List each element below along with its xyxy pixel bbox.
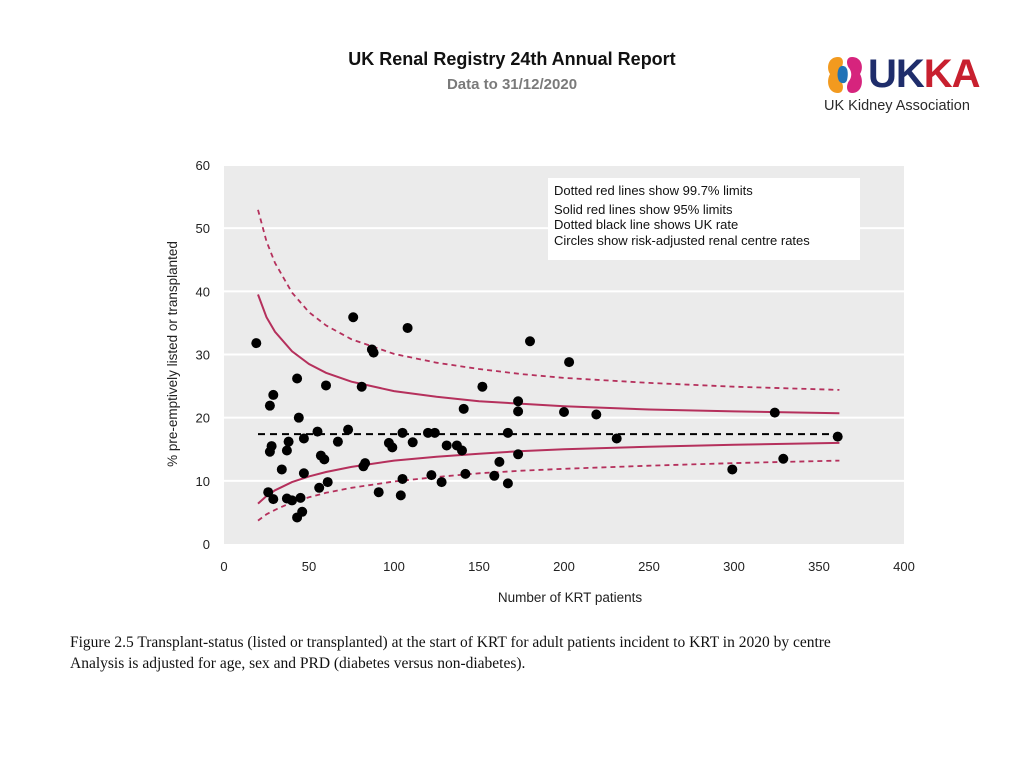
- x-tick-label: 250: [638, 559, 660, 574]
- centre-point: [297, 506, 308, 517]
- y-tick-label: 10: [196, 474, 210, 489]
- x-tick-label: 100: [383, 559, 405, 574]
- y-tick-label: 20: [196, 411, 210, 426]
- centre-point: [611, 433, 622, 444]
- centre-point: [322, 477, 333, 488]
- report-subtitle: Data to 31/12/2020: [446, 76, 578, 93]
- centre-point: [292, 373, 303, 384]
- logo-uk: UK: [868, 52, 925, 96]
- centre-point: [502, 427, 513, 438]
- logo-tagline: UK Kidney Association: [824, 98, 970, 114]
- centre-point: [426, 470, 437, 481]
- legend-entry: Dotted red lines show 99.7% limits: [554, 183, 753, 198]
- figure-caption: Figure 2.5 Transplant-status (listed or …: [70, 632, 970, 674]
- centre-point: [769, 407, 780, 418]
- caption-line: Figure 2.5 Transplant-status (listed or …: [70, 634, 831, 651]
- y-tick-label: 60: [196, 158, 210, 173]
- centre-point: [494, 456, 505, 467]
- centre-point: [314, 482, 325, 493]
- centre-point: [287, 495, 297, 506]
- centre-point: [373, 487, 384, 498]
- lower-997-limit-line: [257, 459, 840, 522]
- upper-95-limit-line: [257, 294, 840, 415]
- y-tick-label: 40: [196, 284, 210, 299]
- centre-point: [298, 433, 309, 444]
- centre-point: [295, 492, 306, 503]
- legend-entry: Circles show risk-adjusted renal centre …: [554, 233, 810, 248]
- centre-point: [343, 424, 354, 435]
- centre-point: [283, 436, 294, 447]
- kidney-logo-icon: [828, 57, 862, 93]
- legend-entry: Solid red lines show 95% limits: [554, 202, 733, 217]
- centre-point: [832, 431, 843, 442]
- x-tick-label: 0: [220, 559, 227, 574]
- centre-point: [266, 441, 277, 452]
- centre-point: [513, 449, 524, 460]
- centre-point: [477, 381, 488, 392]
- centre-point: [591, 409, 602, 420]
- logo-wordmark: UKKA: [868, 52, 981, 96]
- centre-point: [395, 490, 406, 501]
- centre-point: [321, 380, 331, 391]
- centre-point: [727, 464, 738, 475]
- x-axis-label: Number of KRT patients: [498, 590, 643, 605]
- centre-point: [502, 478, 513, 489]
- centre-point: [319, 454, 330, 465]
- centre-point: [436, 477, 447, 488]
- centre-point: [778, 453, 789, 464]
- centre-point: [525, 336, 535, 347]
- x-tick-label: 400: [893, 559, 915, 574]
- centre-point: [368, 347, 379, 358]
- centre-point: [268, 494, 279, 505]
- centre-point: [281, 445, 292, 456]
- centre-point: [457, 445, 467, 456]
- centre-point: [429, 427, 440, 438]
- x-tick-label: 350: [808, 559, 830, 574]
- centre-point: [460, 468, 471, 479]
- y-tick-label: 50: [196, 221, 210, 236]
- centre-point: [441, 440, 452, 451]
- centre-point: [293, 412, 304, 423]
- centre-point: [397, 473, 408, 484]
- report-title: UK Renal Registry 24th Annual Report: [348, 49, 676, 69]
- centre-point: [513, 406, 524, 417]
- upper-997-limit-line: [257, 209, 840, 391]
- caption-line: Analysis is adjusted for age, sex and PR…: [70, 655, 526, 672]
- centre-point: [276, 464, 287, 475]
- centre-point: [360, 458, 371, 469]
- centre-point: [312, 426, 323, 437]
- x-tick-label: 50: [302, 559, 316, 574]
- ukka-logo: UKKA UK Kidney Association: [824, 52, 996, 118]
- x-tick-label: 200: [553, 559, 575, 574]
- centre-point: [387, 442, 398, 453]
- centre-point: [402, 322, 413, 333]
- y-tick-label: 30: [196, 348, 210, 363]
- x-tick-label: 300: [723, 559, 745, 574]
- centre-point: [332, 436, 343, 447]
- centre-point: [264, 400, 275, 411]
- centre-point: [564, 357, 575, 368]
- centre-point: [251, 338, 262, 349]
- legend-entry: Dotted black line shows UK rate: [554, 217, 738, 232]
- lower-95-limit-line: [257, 441, 840, 505]
- centre-point: [458, 403, 469, 414]
- centre-point: [513, 396, 524, 407]
- centre-point: [397, 427, 408, 438]
- x-tick-label: 150: [468, 559, 490, 574]
- centre-point: [298, 468, 309, 479]
- legend-box: [548, 178, 860, 260]
- centre-point: [268, 389, 279, 400]
- logo-ka: KA: [923, 52, 981, 96]
- chart-legend: Dotted red lines show 99.7% limits Solid…: [548, 178, 860, 260]
- y-axis-label: % pre-emptively listed or transplanted: [165, 241, 180, 467]
- centre-point: [263, 487, 274, 498]
- centre-point: [348, 312, 359, 323]
- centre-point: [559, 406, 569, 417]
- centre-point: [356, 381, 367, 392]
- centre-point: [489, 470, 500, 481]
- funnel-plot: 0 10 20 30 40 50 60 0 50 100 150 200 250 300 350 400 Nu…: [165, 158, 915, 605]
- centre-point: [407, 437, 418, 448]
- y-tick-label: 0: [203, 537, 210, 552]
